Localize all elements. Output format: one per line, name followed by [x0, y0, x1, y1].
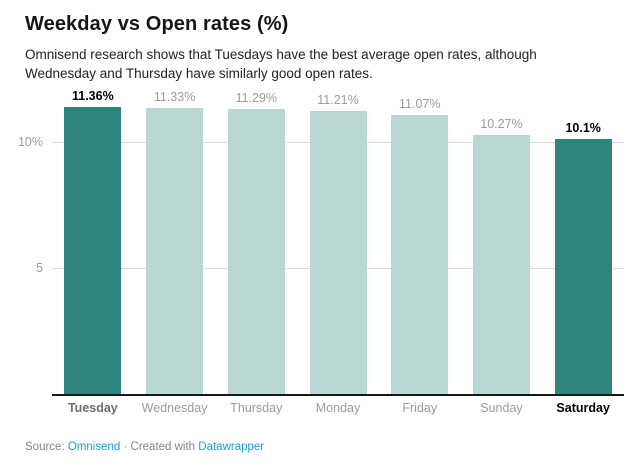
bar-value-label-sunday: 10.27% — [480, 116, 523, 131]
x-axis-label-tuesday: Tuesday — [67, 401, 118, 415]
bar-tuesday: 11.36% — [64, 89, 122, 394]
created-with-label: Created with — [130, 441, 196, 453]
source-link[interactable]: Omnisend — [67, 441, 121, 453]
bar-monday: 11.21% — [309, 93, 367, 394]
bar-value-label-tuesday: 11.36% — [72, 89, 114, 104]
x-axis-label-monday: Monday — [315, 401, 361, 415]
x-axis-label-friday: Friday — [402, 401, 438, 415]
chart-title: Weekday vs Open rates (%) — [25, 13, 289, 35]
x-axis-label-wednesday: Wednesday — [141, 401, 208, 415]
bar-value-label-wednesday: 11.33% — [153, 90, 196, 105]
bar-column-friday: 11.07% — [379, 93, 461, 394]
bar-chart: 11.36% 11.33% 11.29% 11.21% 11.07% 10.27% 10.1… — [18, 89, 624, 396]
bar-column-saturday: 10.1% — [542, 93, 624, 394]
bar-wednesday: 11.33% — [146, 90, 204, 394]
bar-value-label-saturday: 10.1% — [565, 121, 601, 136]
bars-container: 11.36% 11.33% 11.29% 11.21% 11.07% 10.27% 10.1… — [52, 89, 624, 394]
footer-separator: · — [123, 441, 128, 453]
chart-subtitle: Omnisend research shows that Tuesdays ha… — [25, 47, 537, 81]
bar-column-tuesday: 11.36% — [52, 89, 134, 394]
bar-column-wednesday: 11.33% — [134, 90, 216, 394]
bar-column-monday: 11.21% — [297, 93, 379, 394]
chart-card: Weekday vs Open rates (%) Omnisend resea… — [0, 13, 636, 464]
bar-friday: 11.07% — [391, 97, 449, 394]
y-tick-label-10: 10% — [17, 134, 43, 149]
x-axis-label-thursday: Thursday — [230, 401, 283, 415]
bar-value-label-friday: 11.07% — [399, 96, 441, 111]
plot-area: 11.36% 11.33% 11.29% 11.21% 11.07% 10.27% 10.1… — [18, 89, 624, 396]
x-axis-labels: Tuesday Wednesday Thursday Monday Friday Sund… — [52, 401, 624, 415]
bar-value-label-monday: 11.21% — [317, 93, 359, 108]
bar-value-label-thursday: 11.29% — [235, 91, 278, 106]
bar-sunday: 10.27% — [472, 117, 530, 394]
bar-column-thursday: 11.29% — [215, 91, 297, 394]
y-tick-label-5: 5 — [36, 260, 43, 275]
x-axis-label-saturday: Saturday — [556, 401, 610, 415]
x-axis-label-sunday: Sunday — [480, 401, 523, 415]
chart-footer: Source: Omnisend · Created with Datawrap… — [25, 441, 264, 453]
bar-saturday: 10.1% — [554, 121, 612, 394]
bar-thursday: 11.29% — [227, 91, 285, 394]
source-label: Source: — [25, 441, 65, 453]
creator-link[interactable]: Datawrapper — [198, 441, 265, 453]
bar-column-sunday: 10.27% — [461, 93, 543, 394]
